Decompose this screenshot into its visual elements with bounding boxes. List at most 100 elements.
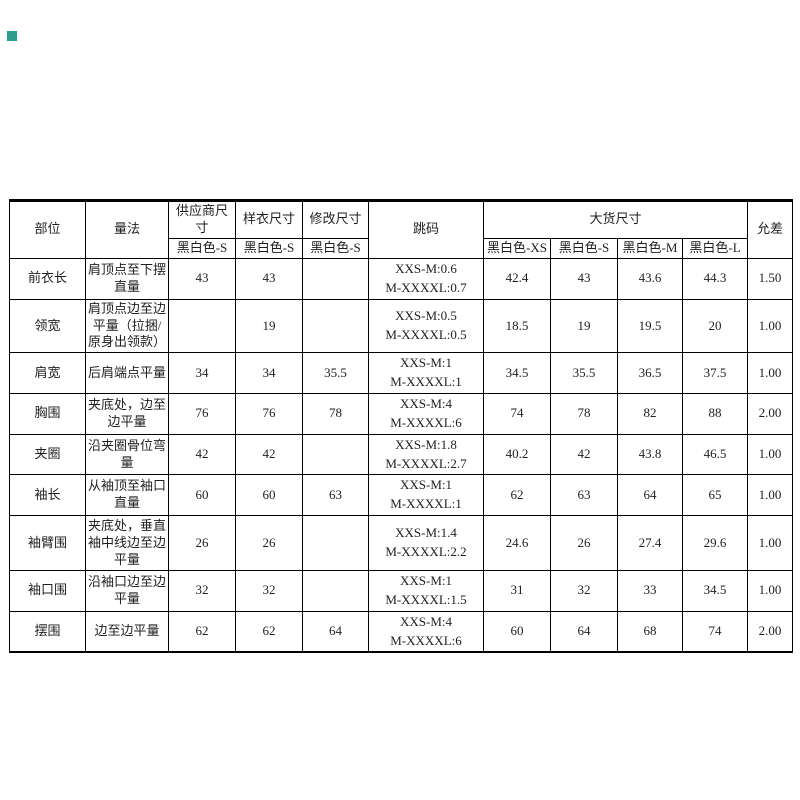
header-sample-size: 样衣尺寸 bbox=[235, 200, 303, 239]
bulk-s-cell: 78 bbox=[550, 393, 618, 435]
header-bulk-s: 黑白色-S bbox=[550, 237, 618, 259]
sample-value-cell: 42 bbox=[235, 433, 303, 476]
part-cell: 袖臂围 bbox=[9, 515, 86, 572]
sample-value-cell: 62 bbox=[235, 610, 303, 653]
modified-value-cell bbox=[302, 298, 369, 354]
header-part: 部位 bbox=[9, 200, 86, 259]
grading-cell: XXS-M:4 M-XXXXL:6 bbox=[368, 610, 484, 653]
part-cell: 前衣长 bbox=[9, 257, 86, 300]
supplier-value-cell bbox=[168, 298, 236, 354]
method-cell: 边至边平量 bbox=[85, 610, 169, 653]
method-cell: 肩顶点至下摆直量 bbox=[85, 257, 169, 300]
bulk-l-cell: 44.3 bbox=[681, 257, 749, 300]
bulk-xs-cell: 34.5 bbox=[483, 352, 551, 395]
header-modified-colorway: 黑白色-S bbox=[302, 237, 369, 259]
table-row: 胸围 夹底处，边至边平量 76 76 78 XXS-M:4 M-XXXXL:6 … bbox=[9, 393, 794, 435]
part-cell: 胸围 bbox=[9, 393, 86, 435]
grading-line-1: XXS-M:4 bbox=[399, 613, 452, 629]
bulk-xs-cell: 40.2 bbox=[483, 433, 551, 476]
part-cell: 领宽 bbox=[9, 298, 86, 354]
table-row: 袖长 从袖顶至袖口直量 60 60 63 XXS-M:1 M-XXXXL:1 6… bbox=[9, 474, 794, 517]
grading-cell: XXS-M:1.8 M-XXXXL:2.7 bbox=[368, 433, 484, 476]
bulk-m-cell: 64 bbox=[617, 474, 683, 517]
measurement-spec-table: 部位 量法 供应商尺寸 样衣尺寸 修改尺寸 跳码 大货尺寸 允差 黑白色-S 黑… bbox=[9, 199, 794, 654]
bulk-xs-cell: 24.6 bbox=[483, 515, 551, 572]
grading-line-1: XXS-M:1 bbox=[399, 573, 452, 589]
supplier-value-cell: 26 bbox=[168, 515, 236, 572]
grading-line-1: XXS-M:1.8 bbox=[395, 436, 457, 452]
bulk-s-cell: 64 bbox=[550, 610, 618, 653]
table-row: 袖口围 沿袖口边至边平量 32 32 XXS-M:1 M-XXXXL:1.5 3… bbox=[9, 570, 794, 612]
bulk-m-cell: 82 bbox=[617, 393, 683, 435]
sample-value-cell: 43 bbox=[235, 257, 303, 300]
header-bulk-xs: 黑白色-XS bbox=[483, 237, 551, 259]
supplier-value-cell: 60 bbox=[168, 474, 236, 517]
header-tolerance: 允差 bbox=[747, 200, 794, 259]
table-header: 部位 量法 供应商尺寸 样衣尺寸 修改尺寸 跳码 大货尺寸 允差 黑白色-S 黑… bbox=[9, 200, 794, 259]
method-cell: 夹底处，边至边平量 bbox=[85, 393, 169, 435]
tolerance-cell: 1.00 bbox=[747, 352, 794, 395]
bulk-l-cell: 46.5 bbox=[681, 433, 749, 476]
header-row-1: 部位 量法 供应商尺寸 样衣尺寸 修改尺寸 跳码 大货尺寸 允差 bbox=[9, 200, 794, 259]
bulk-s-cell: 26 bbox=[550, 515, 618, 572]
bulk-l-cell: 88 bbox=[681, 393, 749, 435]
bulk-m-cell: 33 bbox=[617, 570, 683, 612]
header-sample-colorway: 黑白色-S bbox=[235, 237, 303, 259]
bulk-s-cell: 19 bbox=[550, 298, 618, 354]
bulk-l-cell: 37.5 bbox=[681, 352, 749, 395]
table-row: 前衣长 肩顶点至下摆直量 43 43 XXS-M:0.6 M-XXXXL:0.7… bbox=[9, 257, 794, 300]
bulk-s-cell: 63 bbox=[550, 474, 618, 517]
bulk-s-cell: 35.5 bbox=[550, 352, 618, 395]
grading-line-1: XXS-M:1 bbox=[399, 477, 452, 493]
table-row: 肩宽 后肩端点平量 34 34 35.5 XXS-M:1 M-XXXXL:1 3… bbox=[9, 352, 794, 395]
tolerance-cell: 1.00 bbox=[747, 570, 794, 612]
method-cell: 肩顶点边至边平量（拉捆/原身出领款） bbox=[85, 298, 169, 354]
bulk-m-cell: 68 bbox=[617, 610, 683, 653]
table-row: 领宽 肩顶点边至边平量（拉捆/原身出领款） 19 XXS-M:0.5 M-XXX… bbox=[9, 298, 794, 354]
modified-value-cell: 63 bbox=[302, 474, 369, 517]
tolerance-cell: 1.00 bbox=[747, 298, 794, 354]
header-supplier-size: 供应商尺寸 bbox=[168, 200, 236, 239]
bulk-l-cell: 29.6 bbox=[681, 515, 749, 572]
header-method: 量法 bbox=[85, 200, 169, 259]
grading-line-2: M-XXXXL:2.7 bbox=[385, 455, 467, 471]
supplier-value-cell: 32 bbox=[168, 570, 236, 612]
table-row: 袖臂围 夹底处，垂直袖中线边至边平量 26 26 XXS-M:1.4 M-XXX… bbox=[9, 515, 794, 572]
table-row: 摆围 边至边平量 62 62 64 XXS-M:4 M-XXXXL:6 60 6… bbox=[9, 610, 794, 653]
bulk-m-cell: 19.5 bbox=[617, 298, 683, 354]
bulk-xs-cell: 60 bbox=[483, 610, 551, 653]
grading-line-2: M-XXXXL:6 bbox=[390, 414, 462, 430]
bulk-xs-cell: 18.5 bbox=[483, 298, 551, 354]
grading-line-1: XXS-M:0.5 bbox=[395, 308, 457, 324]
grading-cell: XXS-M:1 M-XXXXL:1.5 bbox=[368, 570, 484, 612]
supplier-value-cell: 43 bbox=[168, 257, 236, 300]
modified-value-cell: 78 bbox=[302, 393, 369, 435]
supplier-value-cell: 62 bbox=[168, 610, 236, 653]
grading-line-2: M-XXXXL:6 bbox=[390, 632, 462, 648]
supplier-value-cell: 76 bbox=[168, 393, 236, 435]
header-bulk-l: 黑白色-L bbox=[681, 237, 749, 259]
modified-value-cell bbox=[302, 257, 369, 300]
part-cell: 袖口围 bbox=[9, 570, 86, 612]
grading-cell: XXS-M:0.5 M-XXXXL:0.5 bbox=[368, 298, 484, 354]
method-cell: 沿夹圈骨位弯量 bbox=[85, 433, 169, 476]
supplier-value-cell: 34 bbox=[168, 352, 236, 395]
modified-value-cell bbox=[302, 570, 369, 612]
header-grading: 跳码 bbox=[368, 200, 484, 259]
supplier-value-cell: 42 bbox=[168, 433, 236, 476]
modified-value-cell: 64 bbox=[302, 610, 369, 653]
part-cell: 夹圈 bbox=[9, 433, 86, 476]
sample-value-cell: 76 bbox=[235, 393, 303, 435]
bulk-xs-cell: 62 bbox=[483, 474, 551, 517]
grading-line-1: XXS-M:1.4 bbox=[395, 525, 457, 541]
tolerance-cell: 1.00 bbox=[747, 474, 794, 517]
modified-value-cell bbox=[302, 433, 369, 476]
modified-value-cell: 35.5 bbox=[302, 352, 369, 395]
bulk-m-cell: 36.5 bbox=[617, 352, 683, 395]
bulk-l-cell: 34.5 bbox=[681, 570, 749, 612]
tolerance-cell: 2.00 bbox=[747, 610, 794, 653]
sample-value-cell: 19 bbox=[235, 298, 303, 354]
grading-line-2: M-XXXXL:0.7 bbox=[385, 279, 467, 295]
sample-value-cell: 34 bbox=[235, 352, 303, 395]
